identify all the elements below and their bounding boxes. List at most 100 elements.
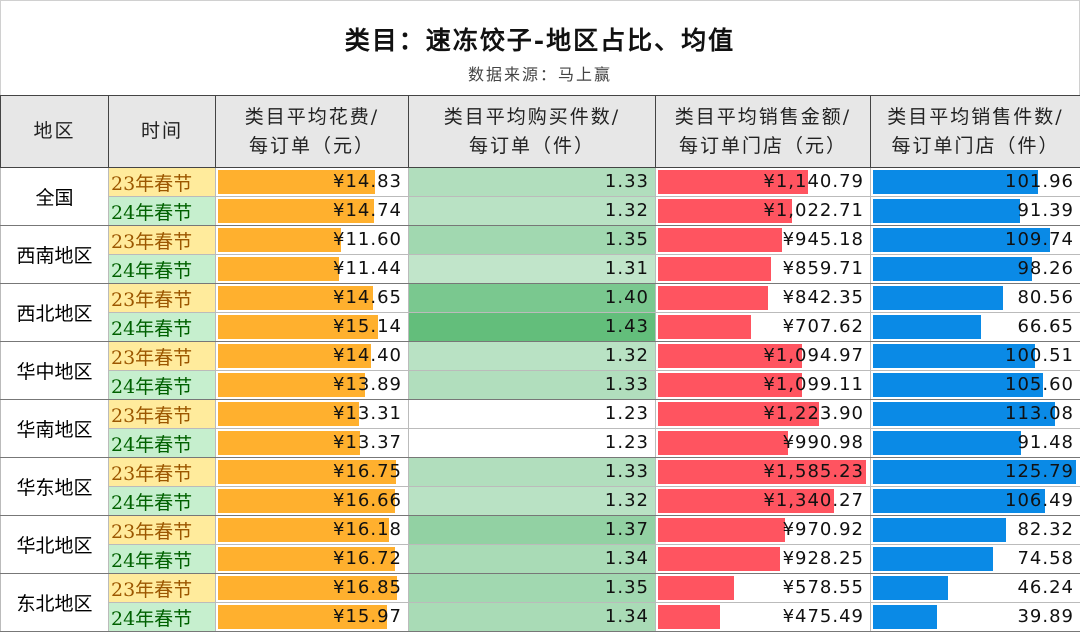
time-cell: 24年春节: [109, 255, 216, 284]
units-value: 74.58: [871, 545, 1080, 573]
spend-value: ¥16.85: [216, 574, 408, 602]
spend-value: ¥16.66: [216, 487, 408, 515]
units-cell: 39.89: [871, 603, 1080, 632]
sales-cell: ¥1,140.79: [656, 168, 871, 197]
region-cell: 华东地区: [1, 458, 109, 516]
sales-value: ¥475.49: [656, 603, 870, 631]
sales-value: ¥970.92: [656, 516, 870, 544]
spend-cell: ¥13.37: [216, 429, 409, 458]
sales-cell: ¥945.18: [656, 226, 871, 255]
spend-cell: ¥14.83: [216, 168, 409, 197]
time-cell: 23年春节: [109, 226, 216, 255]
qty-cell: 1.33: [409, 168, 656, 197]
time-cell: 24年春节: [109, 197, 216, 226]
spend-value: ¥14.83: [216, 168, 408, 196]
spend-cell: ¥13.89: [216, 371, 409, 400]
region-cell: 华南地区: [1, 400, 109, 458]
header-time: 时间: [109, 96, 216, 168]
qty-value: 1.33: [409, 168, 655, 196]
spend-value: ¥14.74: [216, 197, 408, 225]
title-box: 类目：速冻饺子-地区占比、均值 数据来源：马上赢: [0, 0, 1080, 95]
spend-cell: ¥13.31: [216, 400, 409, 429]
qty-value: 1.23: [409, 429, 655, 457]
chart-subtitle: 数据来源：马上赢: [1, 61, 1079, 85]
spend-value: ¥15.97: [216, 603, 408, 631]
qty-value: 1.31: [409, 255, 655, 283]
units-value: 46.24: [871, 574, 1080, 602]
units-value: 91.48: [871, 429, 1080, 457]
spend-cell: ¥16.75: [216, 458, 409, 487]
units-value: 98.26: [871, 255, 1080, 283]
sales-value: ¥1,223.90: [656, 400, 870, 428]
spend-cell: ¥14.40: [216, 342, 409, 371]
region-cell: 西南地区: [1, 226, 109, 284]
units-cell: 101.96: [871, 168, 1080, 197]
time-cell: 24年春节: [109, 603, 216, 632]
sales-cell: ¥842.35: [656, 284, 871, 313]
header-units: 类目平均销售件数/每订单门店（件）: [871, 96, 1080, 168]
qty-value: 1.23: [409, 400, 655, 428]
units-cell: 74.58: [871, 545, 1080, 574]
qty-value: 1.33: [409, 458, 655, 486]
sales-cell: ¥1,099.11: [656, 371, 871, 400]
units-value: 113.08: [871, 400, 1080, 428]
sales-cell: ¥707.62: [656, 313, 871, 342]
units-value: 105.60: [871, 371, 1080, 399]
spend-value: ¥16.18: [216, 516, 408, 544]
qty-cell: 1.31: [409, 255, 656, 284]
header-row: 地区 时间 类目平均花费/每订单（元） 类目平均购买件数/每订单（件） 类目平均…: [1, 96, 1080, 168]
qty-value: 1.34: [409, 545, 655, 573]
time-cell: 23年春节: [109, 168, 216, 197]
units-cell: 109.74: [871, 226, 1080, 255]
units-cell: 91.48: [871, 429, 1080, 458]
time-cell: 24年春节: [109, 545, 216, 574]
header-region: 地区: [1, 96, 109, 168]
spend-cell: ¥11.60: [216, 226, 409, 255]
header-sales: 类目平均销售金额/每订单门店（元）: [656, 96, 871, 168]
qty-cell: 1.33: [409, 371, 656, 400]
units-value: 109.74: [871, 226, 1080, 254]
qty-cell: 1.32: [409, 487, 656, 516]
sales-cell: ¥1,022.71: [656, 197, 871, 226]
sales-cell: ¥990.98: [656, 429, 871, 458]
units-cell: 80.56: [871, 284, 1080, 313]
sales-cell: ¥928.25: [656, 545, 871, 574]
sales-value: ¥859.71: [656, 255, 870, 283]
sales-value: ¥707.62: [656, 313, 870, 341]
qty-value: 1.32: [409, 342, 655, 370]
sales-value: ¥1,140.79: [656, 168, 870, 196]
qty-cell: 1.23: [409, 400, 656, 429]
units-value: 82.32: [871, 516, 1080, 544]
units-value: 66.65: [871, 313, 1080, 341]
sales-value: ¥928.25: [656, 545, 870, 573]
qty-value: 1.35: [409, 574, 655, 602]
qty-cell: 1.32: [409, 342, 656, 371]
region-cell: 西北地区: [1, 284, 109, 342]
region-cell: 全国: [1, 168, 109, 226]
sales-value: ¥1,585.23: [656, 458, 870, 486]
region-cell: 华中地区: [1, 342, 109, 400]
spend-value: ¥13.31: [216, 400, 408, 428]
spend-value: ¥11.60: [216, 226, 408, 254]
time-cell: 24年春节: [109, 313, 216, 342]
units-cell: 91.39: [871, 197, 1080, 226]
qty-value: 1.33: [409, 371, 655, 399]
sales-value: ¥1,340.27: [656, 487, 870, 515]
spend-cell: ¥16.72: [216, 545, 409, 574]
spend-cell: ¥16.66: [216, 487, 409, 516]
units-value: 101.96: [871, 168, 1080, 196]
qty-cell: 1.37: [409, 516, 656, 545]
units-value: 80.56: [871, 284, 1080, 312]
qty-cell: 1.43: [409, 313, 656, 342]
qty-cell: 1.34: [409, 603, 656, 632]
units-value: 125.79: [871, 458, 1080, 486]
